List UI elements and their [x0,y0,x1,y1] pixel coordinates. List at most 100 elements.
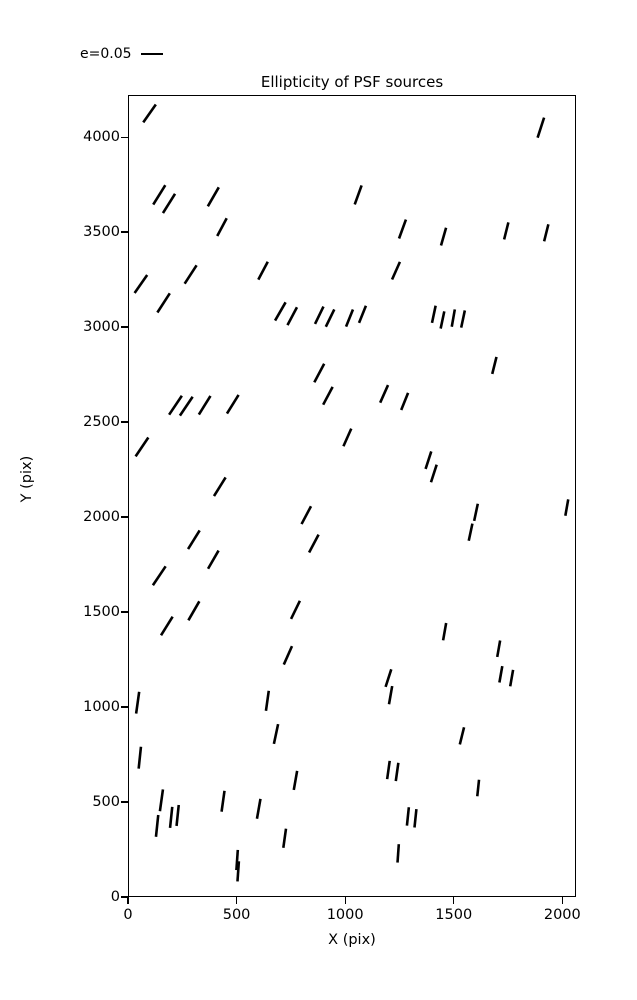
y-tick-label-1500: 1500 [83,604,120,621]
whisker-segment [142,103,157,124]
whisker-segment [405,807,411,826]
whisker-segment [137,746,143,769]
y-tick-500 [121,801,128,803]
whisker-segment [133,274,149,294]
y-tick-4000 [121,136,128,138]
whisker-segment [289,600,302,620]
whisker-segment [399,392,410,411]
whisker-segment [168,806,174,828]
whisker-segment [282,828,288,848]
whisker-segment [134,436,150,458]
whisker-segment [220,790,226,812]
x-tick-1500 [453,897,455,904]
whisker-segment [344,309,355,328]
whisker-segment [441,622,448,641]
whisker-segment [292,770,299,791]
whisker-segment [235,849,240,871]
whisker-segment [178,396,194,417]
whisker-segment [159,615,174,636]
whisker-segment [216,217,228,237]
whisker-segment [264,690,271,712]
y-tick-0 [121,896,128,898]
whisker-segment [183,264,198,285]
y-tick-1500 [121,611,128,613]
whisker-segment [273,301,287,322]
whisker-segment [272,723,280,745]
whisker-segment [151,565,167,586]
whisker-segment [542,223,550,242]
whisker-segment [385,760,391,780]
whisker-segment [498,665,504,683]
whisker-segment [206,186,220,207]
whisker-segment [156,292,171,314]
x-tick-label-1000: 1000 [326,907,364,923]
x-tick-label-1500: 1500 [435,907,473,923]
legend-label: e=0.05 [80,46,132,62]
whisker-segment [502,222,510,240]
y-tick-2500 [121,421,128,423]
x-tick-2000 [561,897,563,904]
whisker-segment [357,305,368,324]
page-title: Ellipticity of PSF sources [260,73,444,91]
whisker-segment [206,549,220,570]
whisker-segment [322,386,334,406]
whisker-segment [379,384,390,404]
whisker-segment [353,184,363,205]
y-tick-label-4000: 4000 [83,129,120,146]
whisker-segment [536,117,546,139]
whisker-segment [459,310,467,328]
whisker-segment [324,308,336,328]
y-tick-label-500: 500 [92,794,120,811]
whisker-segment [508,669,515,687]
y-tick-label-1000: 1000 [83,699,120,716]
whisker-segment [490,356,498,375]
whisker-segment [384,668,393,688]
whisker-segment [225,394,240,415]
whisker-segment [313,363,326,383]
whisker-segment [282,645,294,666]
x-tick-1000 [344,897,346,904]
whisker-segment [236,861,241,882]
whisker-segment [413,809,418,828]
whisker-segment [175,804,181,827]
whisker-segment [286,306,299,326]
x-tick-0 [127,897,129,904]
whisker-segment [467,523,474,542]
x-tick-label-2000: 2000 [543,907,581,923]
plot-axes-area [128,95,576,897]
y-tick-1000 [121,706,128,708]
whisker-segment [397,219,408,239]
whisker-segment [158,789,165,812]
whisker-segment [394,762,400,782]
whisker-segment [475,779,481,797]
x-axis-label: X (pix) [328,932,376,948]
whisker-layer [133,103,570,882]
x-tick-500 [235,897,238,904]
whisker-segment [187,600,201,621]
whisker-segment [564,499,570,516]
whisker-segment [458,727,466,745]
whisker-segment [396,844,401,863]
y-tick-label-0: 0 [110,889,120,905]
x-tick-label-500: 500 [222,907,251,923]
whisker-segment [161,193,177,214]
whisker-segment [424,451,433,470]
whisker-segment [152,184,167,206]
whisker-segment [387,685,394,705]
y-tick-2000 [121,516,128,518]
whisker-segment [197,395,212,416]
whisker-segment [390,261,402,281]
y-tick-label-2000: 2000 [83,509,120,526]
y-tick-label-2500: 2500 [83,414,120,431]
whisker-segment [495,640,502,658]
whisker-segment [313,305,325,325]
y-tick-3500 [121,231,128,233]
whisker-segment [307,534,320,554]
x-tick-label-0: 0 [123,907,133,923]
whisker-segment [168,395,183,416]
whisker-segment [430,305,437,324]
y-axis-label: Y (pix) [19,455,35,503]
whisker-segment [429,464,438,483]
y-tick-3000 [121,326,128,328]
